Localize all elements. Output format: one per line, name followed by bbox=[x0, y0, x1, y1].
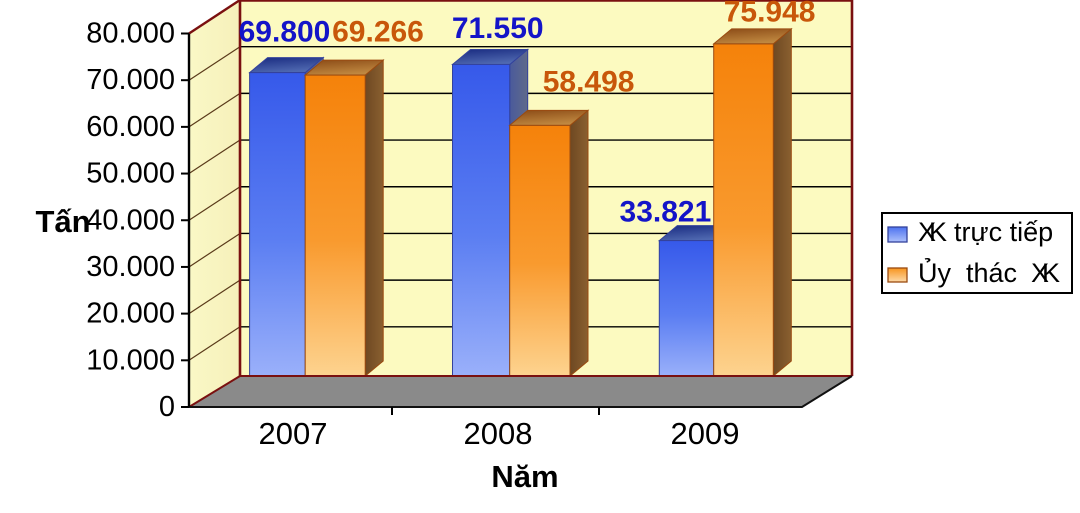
svg-text:2008: 2008 bbox=[464, 416, 533, 451]
svg-text:10.000: 10.000 bbox=[86, 344, 175, 376]
svg-text:69.266: 69.266 bbox=[332, 16, 424, 49]
svg-text:30.000: 30.000 bbox=[86, 251, 175, 283]
svg-text:33.821: 33.821 bbox=[620, 195, 712, 228]
svg-text:60.000: 60.000 bbox=[86, 111, 175, 143]
svg-text:69.800: 69.800 bbox=[239, 16, 331, 49]
svg-text:2009: 2009 bbox=[671, 416, 740, 451]
svg-text:50.000: 50.000 bbox=[86, 158, 175, 190]
svg-text:2007: 2007 bbox=[259, 416, 328, 451]
svg-text:Tấn: Tấn bbox=[35, 204, 90, 239]
svg-text:40.000: 40.000 bbox=[86, 204, 175, 236]
svg-text:70.000: 70.000 bbox=[86, 64, 175, 96]
svg-text:20.000: 20.000 bbox=[86, 298, 175, 330]
svg-text:58.498: 58.498 bbox=[543, 65, 635, 98]
svg-text:75.948: 75.948 bbox=[724, 0, 816, 28]
svg-text:80.000: 80.000 bbox=[86, 18, 175, 50]
svg-text:Năm: Năm bbox=[491, 459, 558, 494]
svg-text:71.550: 71.550 bbox=[452, 12, 544, 45]
svg-text:0: 0 bbox=[159, 391, 175, 423]
